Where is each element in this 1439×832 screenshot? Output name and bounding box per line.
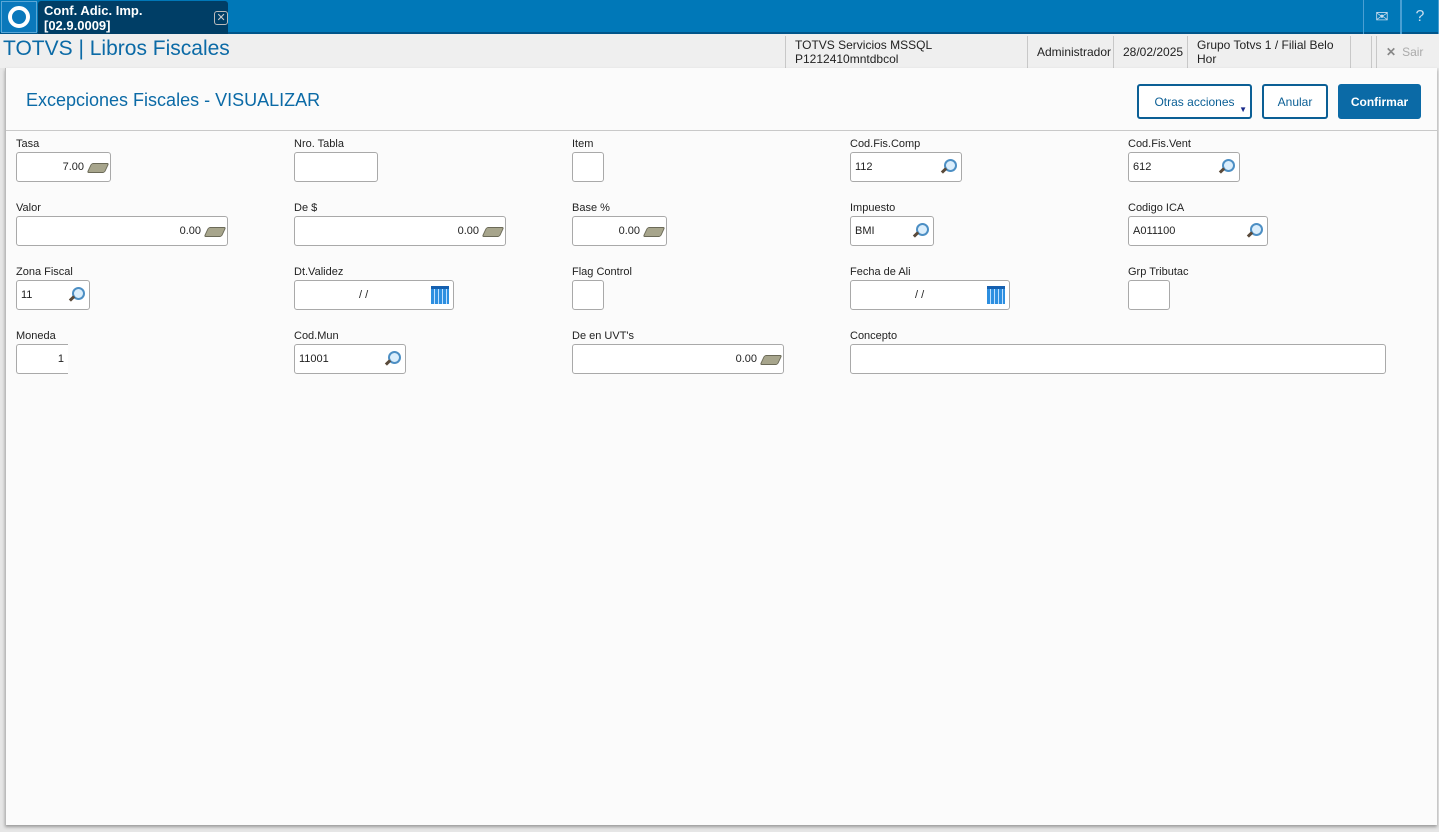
search-icon[interactable] (911, 222, 929, 240)
nro-tabla-label: Nro. Tabla (294, 138, 344, 150)
search-icon[interactable] (383, 350, 401, 368)
grp-tributac-label: Grp Tributac (1128, 266, 1189, 278)
de-value: 0.00 (457, 225, 479, 237)
codigo-ica-field[interactable]: A011100 (1128, 216, 1268, 246)
environment-info: TOTVS Servicios MSSQL P1212410mntdbcol (785, 36, 1027, 68)
exit-label: Sair (1402, 45, 1424, 59)
search-icon[interactable] (67, 286, 85, 304)
other-actions-button[interactable]: Otras acciones ▼ (1137, 84, 1252, 119)
money-icon (644, 222, 662, 240)
base-field[interactable]: 0.00 (572, 216, 667, 246)
de-field[interactable]: 0.00 (294, 216, 506, 246)
exit-button[interactable]: ✕ Sair (1376, 36, 1439, 68)
page-title: Excepciones Fiscales - VISUALIZAR (26, 90, 321, 110)
dt-validez-field[interactable]: / / (294, 280, 454, 310)
close-icon: ✕ (1386, 45, 1397, 59)
close-tab-icon[interactable]: ✕ (214, 10, 228, 25)
de-en-uvt-s-value: 0.00 (735, 353, 757, 365)
totvs-logo-icon[interactable] (1, 1, 37, 33)
grp-tributac-field[interactable] (1128, 280, 1170, 310)
calendar-icon[interactable] (431, 286, 449, 304)
money-icon (205, 222, 223, 240)
cod-mun-value: 11001 (299, 353, 329, 365)
tasa-value: 7.00 (62, 161, 84, 173)
tab-label: Conf. Adic. Imp. [02.9.0009] (44, 2, 143, 33)
cod-fis-vent-value: 612 (1133, 161, 1152, 173)
date-info: 28/02/2025 (1113, 36, 1187, 68)
fecha-de-ali-value: / / (915, 289, 925, 301)
form: Tasa 7.00 Nro. Tabla Item Cod.Fis.Comp 112 Cod… (6, 130, 1438, 825)
top-bar: Conf. Adic. Imp. [02.9.0009] ✕ ✉ ? (0, 0, 1439, 34)
base-label: Base % (572, 202, 610, 214)
main-panel: Excepciones Fiscales - VISUALIZAR Otras … (5, 68, 1438, 825)
item-field[interactable] (572, 152, 604, 182)
dt-validez-value: / / (359, 289, 369, 301)
impuesto-label: Impuesto (850, 202, 896, 214)
concepto-label: Concepto (850, 330, 898, 342)
concepto-field[interactable] (850, 344, 1386, 374)
flag-control-field[interactable] (572, 280, 604, 310)
fecha-de-ali-label: Fecha de Ali (850, 266, 911, 278)
impuesto-field[interactable]: BMI (850, 216, 934, 246)
impuesto-value: BMI (855, 225, 875, 237)
help-icon[interactable]: ? (1401, 0, 1439, 34)
de-en-uvt-s-field[interactable]: 0.00 (572, 344, 784, 374)
zona-fiscal-value: 11 (21, 289, 33, 301)
header-spacer (1350, 36, 1372, 68)
flag-control-label: Flag Control (572, 266, 632, 278)
tasa-label: Tasa (16, 138, 40, 150)
calendar-icon[interactable] (987, 286, 1005, 304)
caret-down-icon: ▼ (1239, 105, 1247, 114)
moneda-label: Moneda (16, 330, 56, 342)
cod-mun-label: Cod.Mun (294, 330, 339, 342)
cod-fis-comp-label: Cod.Fis.Comp (850, 138, 921, 150)
codigo-ica-value: A011100 (1133, 225, 1176, 237)
branch-info: Grupo Totvs 1 / Filial Belo Hor (1187, 36, 1350, 68)
cod-fis-vent-field[interactable]: 612 (1128, 152, 1240, 182)
fecha-de-ali-field[interactable]: / / (850, 280, 1010, 310)
user-info: Administrador (1027, 36, 1113, 68)
item-label: Item (572, 138, 594, 150)
app-title: TOTVS | Libros Fiscales (3, 37, 230, 60)
cod-fis-comp-value: 112 (855, 161, 873, 173)
confirm-button[interactable]: Confirmar (1338, 84, 1421, 119)
valor-label: Valor (16, 202, 41, 214)
zona-fiscal-field[interactable]: 11 (16, 280, 90, 310)
cod-fis-vent-label: Cod.Fis.Vent (1128, 138, 1191, 150)
de-en-uvt-s-label: De en UVT's (572, 330, 635, 342)
valor-field[interactable]: 0.00 (16, 216, 228, 246)
search-icon[interactable] (1217, 158, 1235, 176)
nro-tabla-field[interactable] (294, 152, 378, 182)
cod-fis-comp-field[interactable]: 112 (850, 152, 962, 182)
dt-validez-label: Dt.Validez (294, 266, 344, 278)
codigo-ica-label: Codigo ICA (1128, 202, 1185, 214)
cancel-button[interactable]: Anular (1262, 84, 1328, 119)
tasa-field[interactable]: 7.00 (16, 152, 111, 182)
moneda-field[interactable]: 1 (16, 344, 68, 374)
header: TOTVS | Libros Fiscales TOTVS Servicios … (0, 34, 1439, 68)
tab-conf-adic-imp[interactable]: Conf. Adic. Imp. [02.9.0009] ✕ (38, 1, 228, 34)
moneda-value: 1 (57, 353, 64, 365)
mail-icon[interactable]: ✉ (1363, 0, 1401, 34)
money-icon (88, 158, 106, 176)
money-icon (761, 350, 779, 368)
search-icon[interactable] (1245, 222, 1263, 240)
other-actions-label: Otras acciones (1154, 94, 1235, 109)
de-label: De $ (294, 202, 318, 214)
valor-value: 0.00 (179, 225, 201, 237)
base-value: 0.00 (618, 225, 640, 237)
cod-mun-field[interactable]: 11001 (294, 344, 406, 374)
zona-fiscal-label: Zona Fiscal (16, 266, 73, 278)
search-icon[interactable] (939, 158, 957, 176)
money-icon (483, 222, 501, 240)
